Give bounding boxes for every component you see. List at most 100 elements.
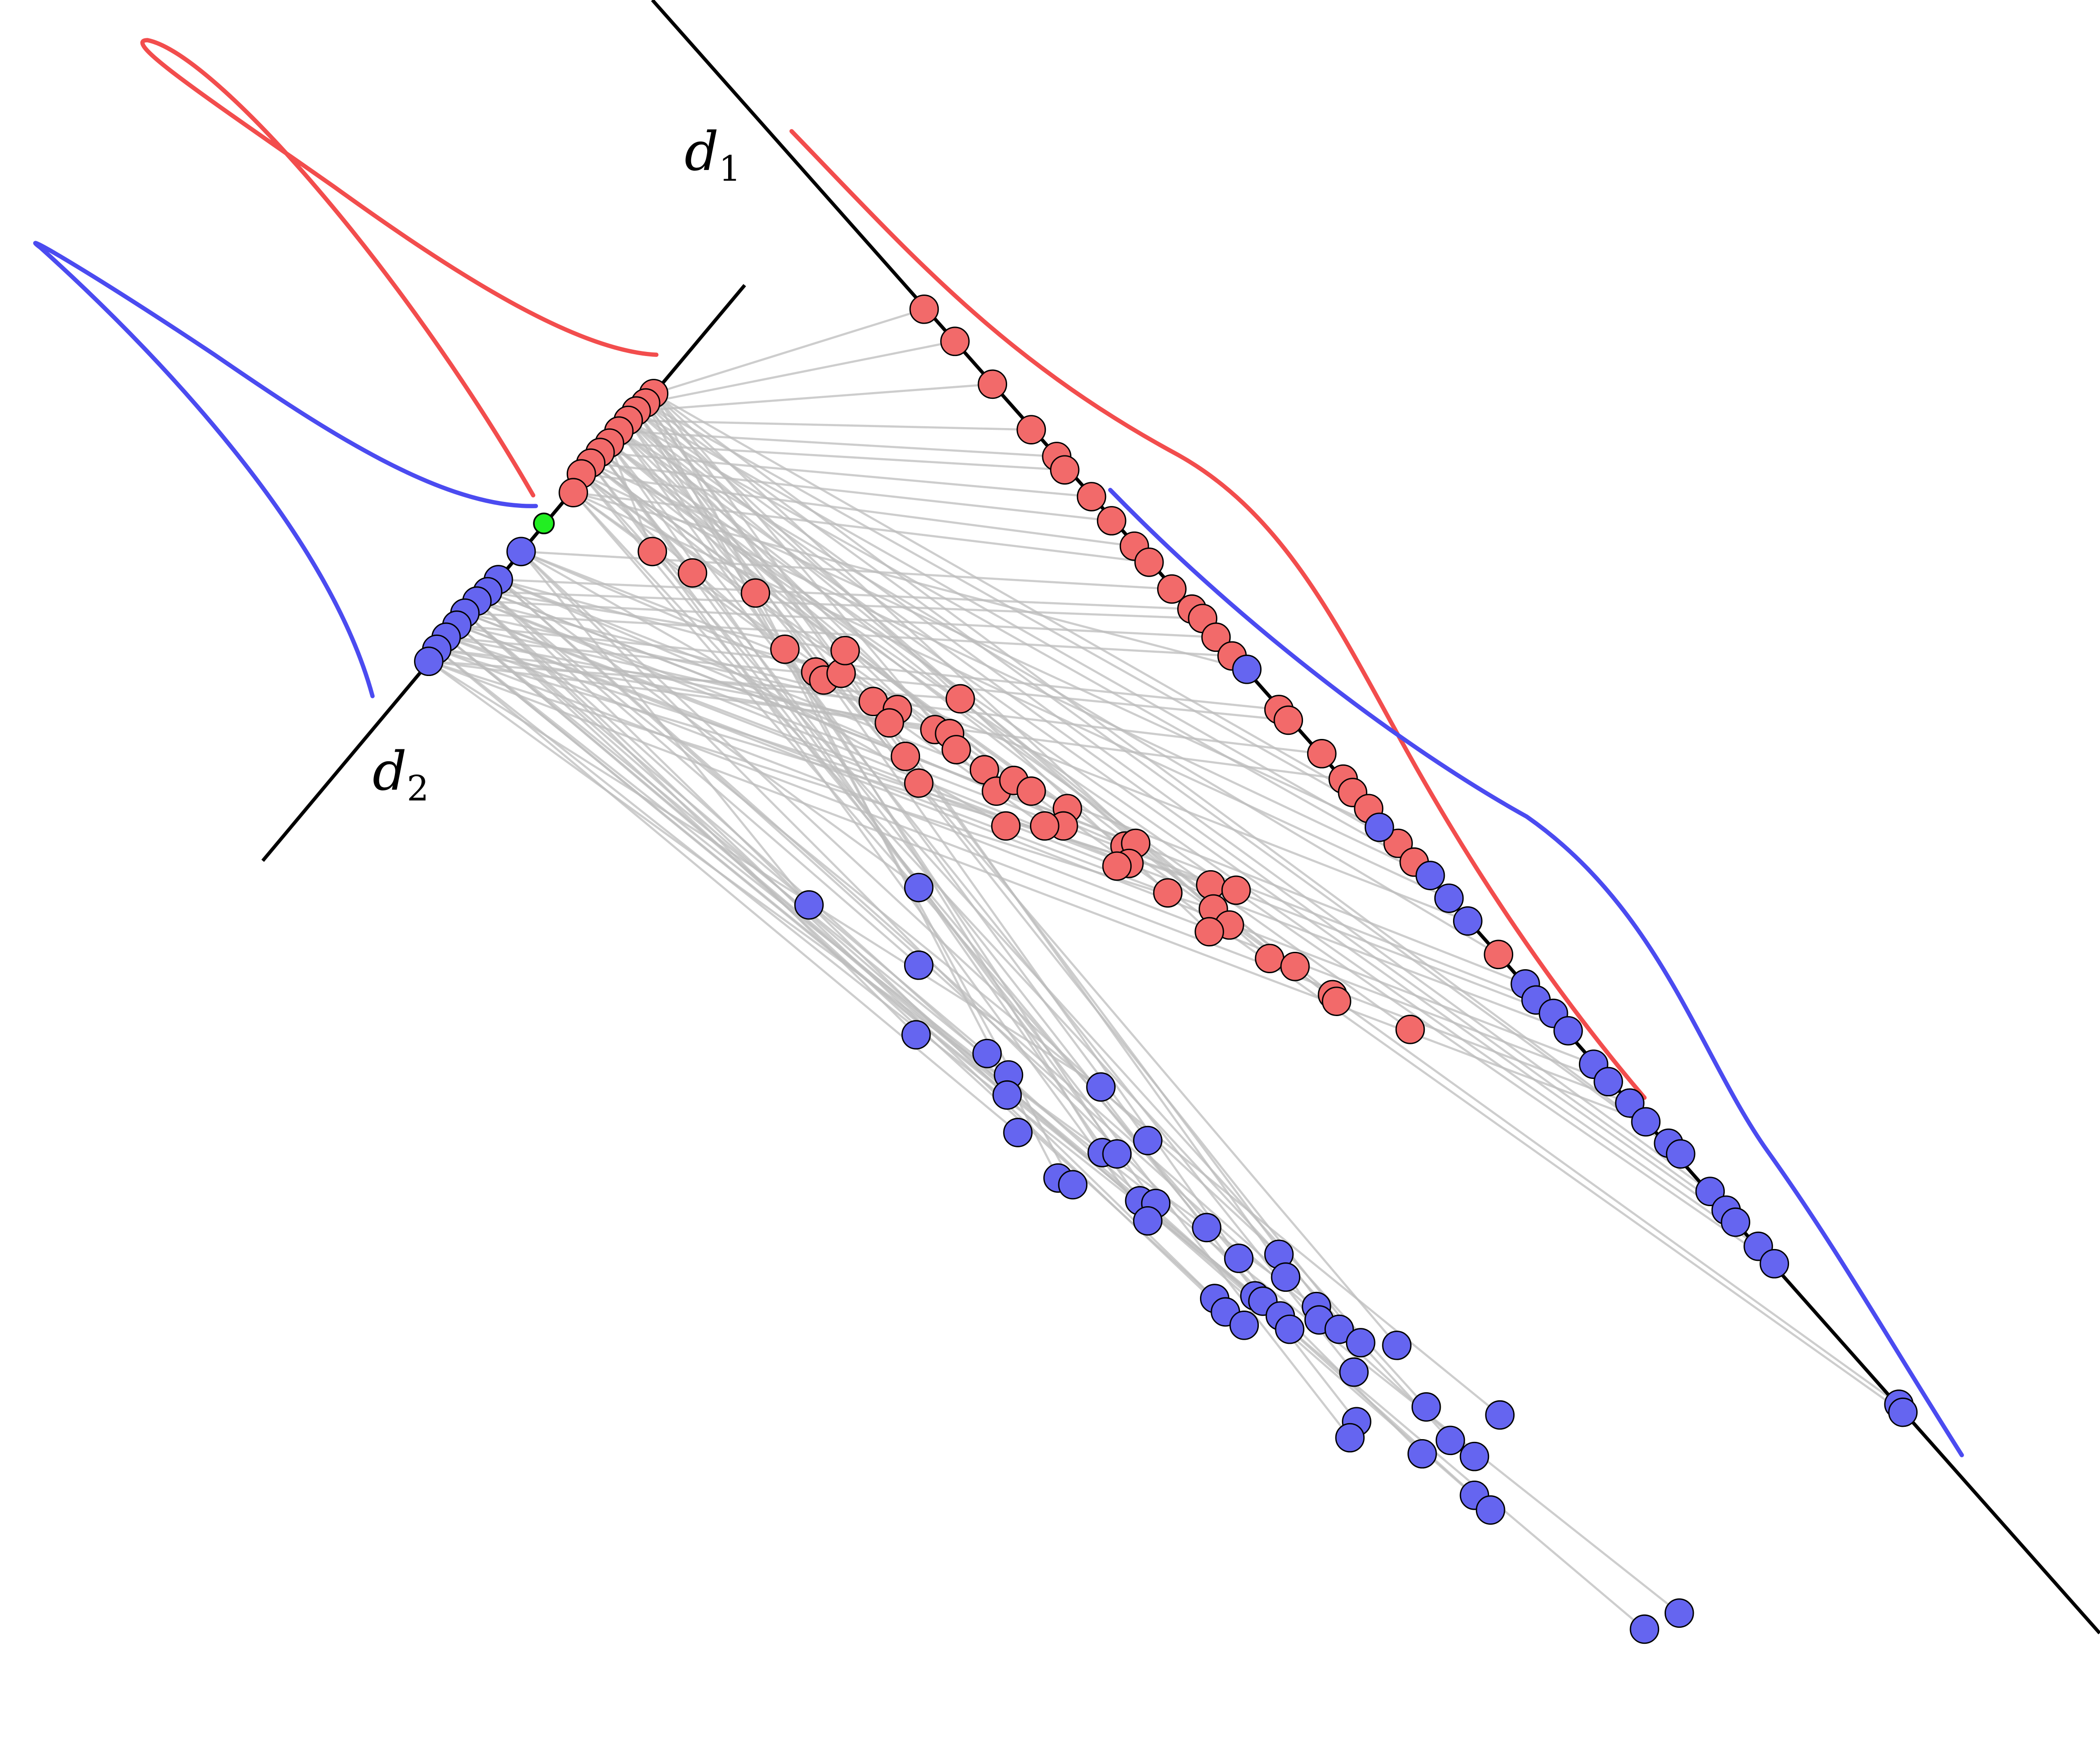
point-class-a xyxy=(1195,917,1224,947)
point-class-b xyxy=(1382,1331,1412,1360)
axis-d2-letter: d xyxy=(372,740,407,803)
point-class-b xyxy=(1271,1262,1301,1292)
projection-line xyxy=(590,462,1149,1222)
point-class-a xyxy=(1221,875,1251,905)
point-class-b xyxy=(1888,1397,1918,1427)
point-class-b xyxy=(1346,1328,1376,1358)
point-class-b xyxy=(972,1038,1002,1068)
point-class-b xyxy=(1475,1495,1505,1525)
projection-line xyxy=(497,578,920,888)
point-class-b xyxy=(1459,1441,1490,1471)
projection-line xyxy=(645,340,955,404)
point-class-b xyxy=(1664,1598,1694,1628)
point-class-a xyxy=(991,811,1021,841)
projection-line xyxy=(487,591,920,966)
axis-d2-subscript: 2 xyxy=(407,769,429,809)
projection-line xyxy=(446,636,1288,722)
point-class-b xyxy=(1434,883,1464,913)
point-class-b xyxy=(1615,1088,1645,1118)
point-class-a xyxy=(1157,574,1187,604)
point-class-b xyxy=(1133,1206,1163,1236)
point-class-a xyxy=(770,634,800,664)
point-class-a xyxy=(637,537,667,567)
point-class-a xyxy=(1273,705,1303,735)
point-class-b xyxy=(1232,655,1262,684)
projection-line xyxy=(618,430,1736,1223)
point-class-a xyxy=(1016,776,1046,806)
point-class-a xyxy=(1383,828,1413,858)
projection-line xyxy=(521,550,824,681)
point-class-b xyxy=(904,950,934,980)
projection-line xyxy=(627,419,1362,1343)
projection-line xyxy=(573,491,1247,671)
point-class-b xyxy=(1415,861,1445,890)
projection-line xyxy=(608,442,1355,1373)
projection-line xyxy=(590,462,1380,829)
point-class-b xyxy=(992,1080,1022,1110)
point-class-b xyxy=(1365,812,1394,842)
point-class-a xyxy=(1134,547,1164,577)
point-class-a xyxy=(1280,951,1310,981)
point-class-a xyxy=(1255,944,1284,973)
point-class-b xyxy=(1275,1314,1304,1344)
projection-line xyxy=(497,578,1287,1278)
point-class-b xyxy=(904,872,934,903)
projection-line xyxy=(580,473,1904,1414)
point-class-a xyxy=(1076,482,1107,511)
projection-line xyxy=(573,491,1149,563)
point-class-b xyxy=(901,1020,931,1050)
projection-line xyxy=(456,624,1645,1630)
point-class-a xyxy=(1322,986,1351,1016)
point-class-b xyxy=(1593,1067,1623,1097)
projection-line xyxy=(580,473,1427,1408)
projection-line xyxy=(645,402,1340,1330)
point-class-b-on-d2 xyxy=(506,537,536,567)
point-class-b xyxy=(1695,1177,1725,1206)
point-class-a xyxy=(830,635,860,666)
density-curve-class-a-d2 xyxy=(140,38,659,498)
projection-line xyxy=(653,392,1353,794)
point-class-b xyxy=(1335,1423,1365,1453)
point-class-a-on-d2 xyxy=(559,478,588,508)
point-class-b xyxy=(1003,1118,1033,1147)
projection-line xyxy=(445,636,1609,1083)
point-class-a xyxy=(978,369,1008,399)
point-class-b xyxy=(1224,1244,1254,1273)
point-class-a xyxy=(740,578,771,608)
point-class-a xyxy=(1016,415,1046,444)
projection-line xyxy=(486,591,1216,1300)
point-class-b xyxy=(1133,1125,1163,1156)
point-class-b-on-d2 xyxy=(414,646,444,676)
point-class-a xyxy=(1201,622,1231,652)
point-class-a xyxy=(909,294,939,324)
projection-line xyxy=(487,590,1203,620)
point-class-b xyxy=(1631,1107,1661,1137)
point-class-b xyxy=(1339,1357,1369,1387)
point-class-a xyxy=(904,768,934,798)
projection-line xyxy=(572,492,1240,1259)
data-points xyxy=(414,294,1918,1644)
projection-line xyxy=(627,419,1727,1211)
density-curve-class-b-d1 xyxy=(1108,488,1964,1457)
point-class-a xyxy=(1102,851,1132,881)
point-class-a xyxy=(1153,878,1183,908)
point-class-b xyxy=(1453,906,1483,936)
axis-d1-subscript: 1 xyxy=(719,149,741,189)
point-class-b xyxy=(1086,1072,1116,1102)
projection-line xyxy=(636,410,1711,1192)
point-class-a xyxy=(941,735,971,764)
point-class-a xyxy=(1484,939,1514,970)
point-class-b xyxy=(1407,1439,1437,1469)
point-class-a xyxy=(940,326,970,356)
point-class-b xyxy=(1229,1311,1259,1340)
point-class-a xyxy=(1307,739,1337,769)
point-class-a xyxy=(1097,506,1127,536)
projection-line xyxy=(627,419,1415,863)
point-class-b xyxy=(1411,1392,1441,1422)
projection-line xyxy=(599,451,1775,1265)
point-class-a xyxy=(945,684,975,714)
projection-line xyxy=(445,636,1680,1614)
projection-line xyxy=(572,492,1451,1441)
axis-d2-label: d2 xyxy=(372,740,429,809)
point-class-b xyxy=(1759,1249,1790,1279)
